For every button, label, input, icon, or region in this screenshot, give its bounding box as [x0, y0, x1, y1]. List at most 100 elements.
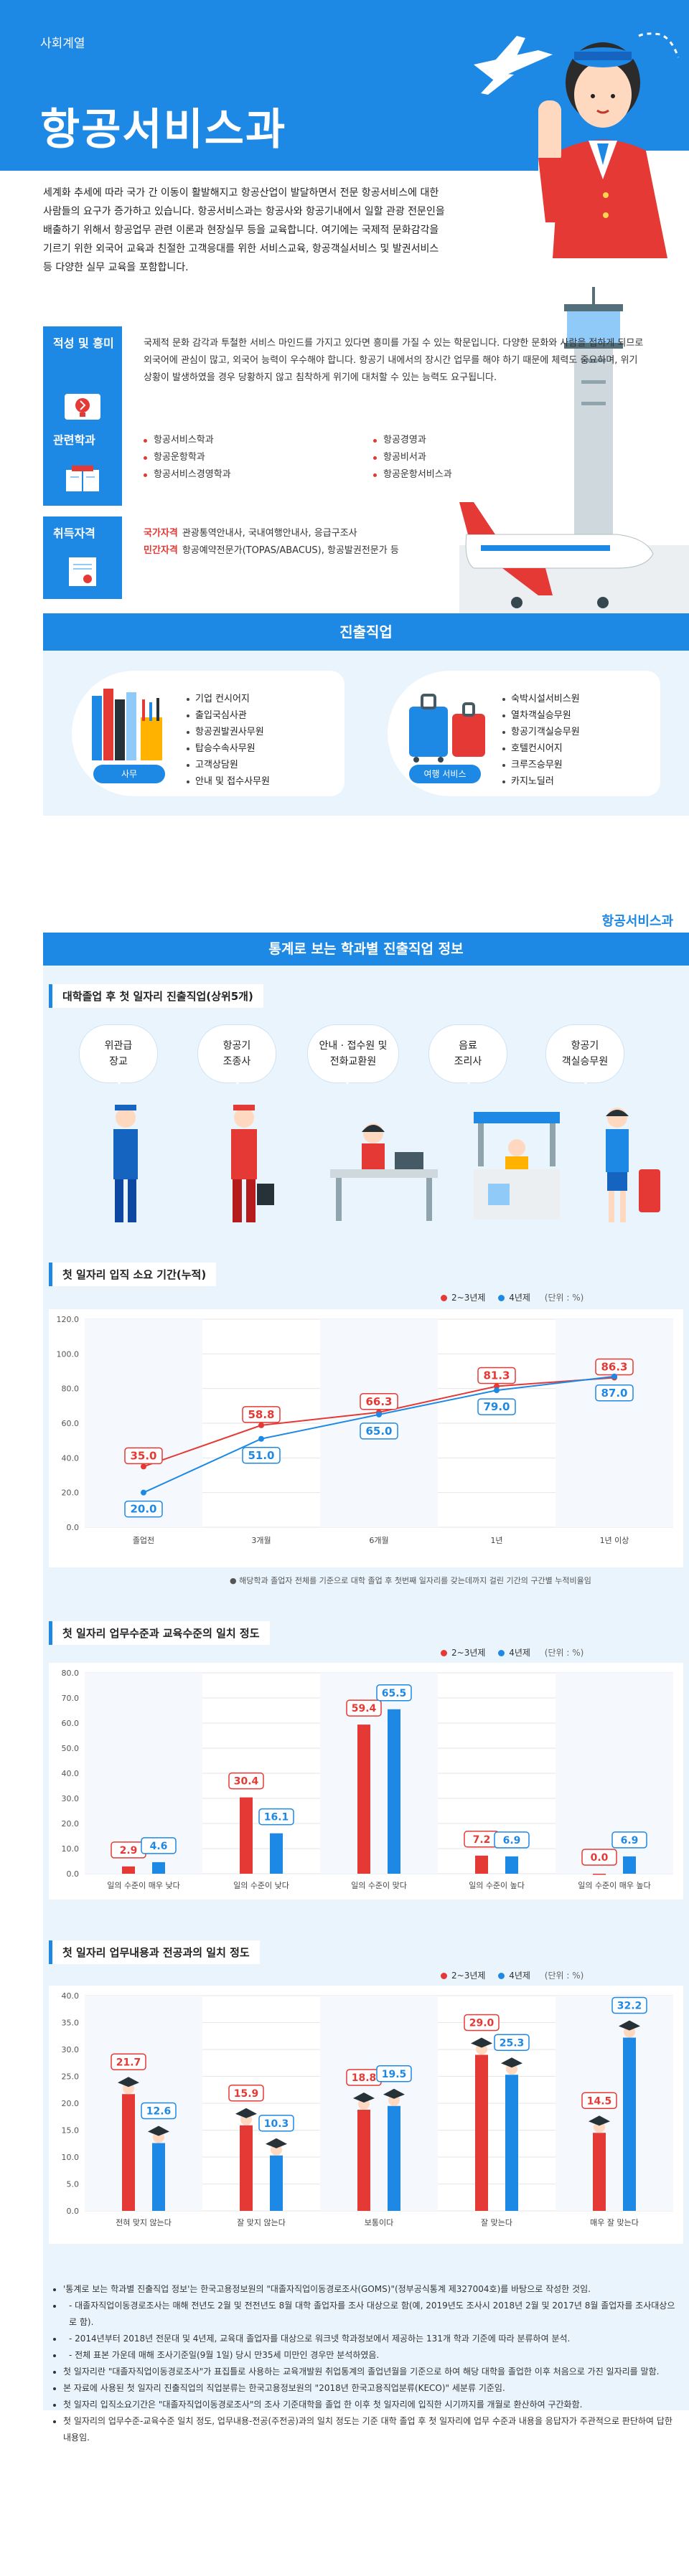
- bar: [152, 1862, 165, 1874]
- binders-illustration: [92, 689, 162, 760]
- data-label-box: [346, 1699, 382, 1717]
- data-label: 81.3: [483, 1369, 510, 1382]
- bar: [122, 1866, 135, 1874]
- legend-label-b: 4년제: [509, 1648, 530, 1658]
- job-item: 열차객실승무원: [502, 707, 580, 724]
- national-text: 관광통역안내사, 국내여행안내사, 응급구조사: [182, 528, 357, 539]
- bar: [240, 1797, 253, 1874]
- bar: [357, 1725, 370, 1874]
- data-label: 59.4: [352, 1703, 377, 1714]
- related-item: 항공운항학과: [144, 449, 330, 466]
- job-item: 고객상담원: [187, 757, 270, 773]
- data-label-box: [258, 2115, 294, 2132]
- chart2-title: 첫 일자리 업무수준과 교육수준의 일치 정도: [49, 1621, 270, 1645]
- legend-swatch-a: [441, 1650, 447, 1656]
- office-tag: 사무: [93, 765, 165, 783]
- data-label-box: [611, 1996, 647, 2014]
- data-label: 10.3: [264, 2118, 289, 2130]
- bar: [270, 1833, 283, 1874]
- x-tick-label: 일의 수준이 매우 높다: [578, 1880, 651, 1890]
- license-national: 국가자격 관광통역안내사, 국내여행안내사, 응급구조사: [144, 525, 545, 542]
- bubble-line: 전화교환원: [329, 1056, 377, 1067]
- lightbulb-icon: [65, 394, 100, 420]
- data-label: 65.0: [365, 1425, 392, 1438]
- legend-unit: (단위 : %): [544, 1293, 584, 1303]
- data-point: [494, 1383, 500, 1390]
- y-tick-label: 10.0: [62, 1844, 80, 1854]
- column-band: [320, 1996, 438, 2211]
- column-band: [556, 1319, 673, 1527]
- data-point: [376, 1411, 382, 1417]
- job-item: 탑승수속사무원: [187, 740, 270, 757]
- y-tick-label: 10.0: [62, 2153, 80, 2162]
- category-label: 사회계열: [40, 37, 85, 51]
- data-label: 86.3: [601, 1360, 627, 1373]
- note-item: - 2014년부터 2018년 전문대 및 4년제, 교육대 졸업자를 대상으로…: [52, 2331, 676, 2347]
- bubble-line: 장교: [109, 1056, 128, 1067]
- x-tick-label: 보통이다: [365, 2218, 393, 2227]
- bar: [505, 2075, 518, 2211]
- x-tick-label: 일의 수준이 낮다: [233, 1880, 289, 1890]
- data-point: [611, 1373, 617, 1379]
- bar: [388, 2105, 400, 2211]
- bubble-line: 안내 · 접수원 및: [319, 1040, 388, 1052]
- chart2-legend: 2~3년제 4년제 (단위 : %): [431, 1646, 583, 1659]
- x-tick-label: 6개월: [369, 1536, 388, 1545]
- data-label-box: [111, 2053, 146, 2070]
- x-tick-label: 1년 이상: [600, 1536, 629, 1545]
- legend-label-b: 4년제: [509, 1971, 530, 1981]
- job-bubble: 위관급 장교: [79, 1024, 158, 1085]
- aptitude-label: 적성 및 흥미: [43, 326, 122, 434]
- license-label-text: 취득자격: [53, 527, 95, 540]
- data-label: 35.0: [130, 1449, 156, 1462]
- data-label-box: [494, 2034, 530, 2051]
- travel-card: 숙박시설서비스원 열차객실승무원 항공기객실승무원 호텔컨시어지 크루즈승무원 …: [388, 671, 660, 796]
- legend-swatch-a: [441, 1295, 447, 1301]
- y-tick-label: 0.0: [67, 1523, 80, 1532]
- x-tick-label: 잘 맞지 않는다: [237, 2218, 286, 2227]
- x-tick-label: 잘 맞는다: [481, 2218, 512, 2227]
- data-label: 21.7: [116, 2057, 141, 2068]
- bubble-line: 음료: [459, 1040, 477, 1052]
- officer-figure: [113, 1105, 138, 1222]
- y-tick-label: 30.0: [62, 1794, 80, 1803]
- y-tick-label: 20.0: [62, 1819, 80, 1829]
- legend-swatch-a: [441, 1973, 447, 1979]
- y-tick-label: 80.0: [62, 1669, 80, 1678]
- related-item: 항공서비스학과: [144, 432, 330, 449]
- data-label-box: [228, 1772, 264, 1790]
- occupations-illustration: [113, 1105, 660, 1222]
- receptionist-figure: [330, 1123, 438, 1221]
- data-label: 7.2: [473, 1834, 491, 1846]
- data-label: 6.9: [503, 1835, 521, 1846]
- luggage-illustration: [409, 694, 485, 763]
- data-label-box: [141, 2102, 177, 2120]
- bar: [357, 2110, 370, 2211]
- license-private: 민간자격 항공예약전문가(TOPAS/ABACUS), 항공발권전문가 등: [144, 542, 545, 560]
- x-tick-label: 매우 잘 맞는다: [590, 2218, 639, 2227]
- data-label: 0.0: [591, 1852, 609, 1864]
- data-label-box: [242, 1406, 281, 1423]
- data-label: 32.2: [617, 2001, 642, 2012]
- bubble-line: 항공기: [222, 1040, 251, 1052]
- data-label-box: [611, 1831, 647, 1849]
- bar: [240, 2125, 253, 2211]
- graduation-cap-icon: [148, 2126, 169, 2136]
- bar: [593, 2133, 606, 2211]
- data-label: 87.0: [601, 1387, 627, 1400]
- bar: [623, 1856, 636, 1874]
- career-heading: 진출직업: [43, 613, 689, 651]
- chart3-title: 첫 일자리 업무내용과 전공과의 일치 정도: [49, 1940, 260, 1964]
- graduation-cap-icon: [235, 2108, 257, 2118]
- related-label: 관련학과: [43, 423, 122, 506]
- chart1-note: ● 해당학과 졸업자 전체를 기준으로 대학 졸업 후 첫번째 일자리를 갖는데…: [230, 1576, 591, 1585]
- career-box: 기업 컨시어지 출입국심사관 항공권발권사무원 탑승수속사무원 고객상담원 안내…: [43, 651, 689, 816]
- chart3-legend: 2~3년제 4년제 (단위 : %): [431, 1969, 583, 1981]
- bar: [623, 2037, 636, 2211]
- y-tick-label: 100.0: [57, 1349, 80, 1359]
- data-label: 79.0: [483, 1400, 510, 1413]
- job-item: 크루즈승무원: [502, 757, 580, 773]
- data-point: [258, 1435, 264, 1442]
- y-tick-label: 120.0: [57, 1315, 80, 1324]
- y-tick-label: 70.0: [62, 1694, 80, 1703]
